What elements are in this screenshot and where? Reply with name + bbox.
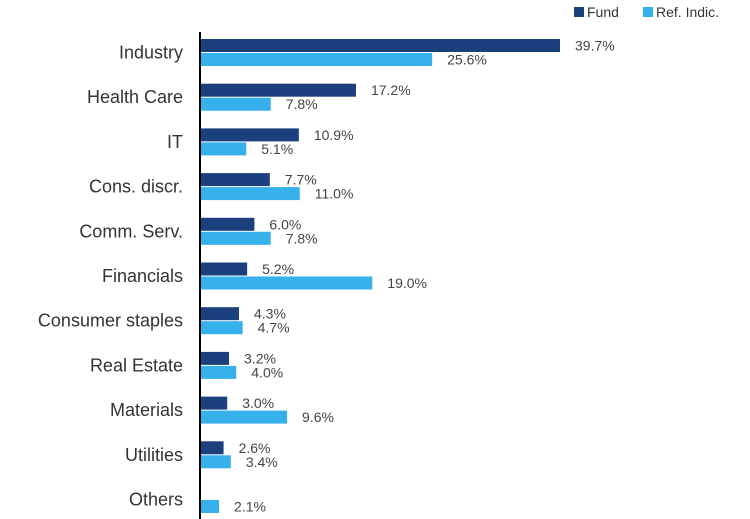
data-label: 3.0% <box>242 395 274 411</box>
data-label: 7.8% <box>286 96 318 112</box>
category-label: Financials <box>102 266 183 286</box>
data-label: 10.9% <box>314 127 354 143</box>
data-label: 5.2% <box>262 261 294 277</box>
data-label: 6.0% <box>269 216 301 232</box>
data-label: 39.7% <box>575 38 615 54</box>
category-label: Others <box>129 490 183 510</box>
category-label: Cons. discr. <box>89 177 183 197</box>
ref-indic-bar <box>200 321 243 335</box>
data-label: 4.3% <box>254 306 286 322</box>
data-label: 2.6% <box>239 440 271 456</box>
fund-bar <box>200 217 255 231</box>
ref-indic-bar <box>200 410 288 424</box>
fund-bar <box>200 396 228 410</box>
legend-swatch-fund <box>574 7 584 17</box>
data-label: 7.7% <box>285 172 317 188</box>
fund-bar <box>200 262 248 276</box>
data-label: 9.6% <box>302 409 334 425</box>
category-label: IT <box>167 132 183 152</box>
data-label: 17.2% <box>371 82 411 98</box>
data-label: 3.4% <box>246 454 278 470</box>
category-label: Utilities <box>125 445 183 465</box>
data-label: 4.7% <box>258 320 290 336</box>
fund-bar <box>200 307 239 321</box>
value-labels: 39.7% 25.6% 17.2% 7.8% 10.9% 5.1% 7.7%11.0% 6.0… <box>234 38 615 515</box>
fund-bar <box>200 128 299 142</box>
category-label: Health Care <box>87 87 183 107</box>
category-label: Consumer staples <box>38 311 183 331</box>
category-label: Comm. Serv. <box>79 221 183 241</box>
fund-bar <box>200 351 230 365</box>
category-label: Real Estate <box>90 355 183 375</box>
ref-indic-bar <box>200 455 231 469</box>
ref-indic-bar <box>200 53 433 66</box>
category-label: Industry <box>119 43 183 63</box>
bars <box>200 39 560 513</box>
data-label: 2.1% <box>234 499 266 515</box>
data-label: 11.0% <box>315 186 354 202</box>
data-label: 4.0% <box>251 364 283 380</box>
ref-indic-bar <box>200 365 237 379</box>
fund-bar <box>200 39 560 52</box>
fund-bar <box>200 441 224 455</box>
ref-indic-bar <box>200 276 373 290</box>
category-labels: Industry Health Care IT Cons. discr. Comm. S… <box>38 43 183 510</box>
ref-indic-bar <box>200 231 271 245</box>
ref-indic-bar <box>200 500 220 513</box>
fund-bar <box>200 173 270 187</box>
legend-label-ref-indic: Ref. Indic. <box>656 4 719 20</box>
data-label: 5.1% <box>261 141 293 157</box>
ref-indic-bar <box>200 187 300 201</box>
data-label: 19.0% <box>387 275 427 291</box>
legend-label-fund: Fund <box>587 4 619 20</box>
category-label: Materials <box>110 400 183 420</box>
data-label: 7.8% <box>286 230 318 246</box>
ref-indic-bar <box>200 142 247 156</box>
fund-bar <box>200 83 356 97</box>
data-label: 3.2% <box>244 350 276 366</box>
data-label: 25.6% <box>447 52 487 68</box>
ref-indic-bar <box>200 97 271 111</box>
legend: Fund Ref. Indic. <box>574 4 719 20</box>
legend-swatch-ref-indic <box>643 7 653 17</box>
